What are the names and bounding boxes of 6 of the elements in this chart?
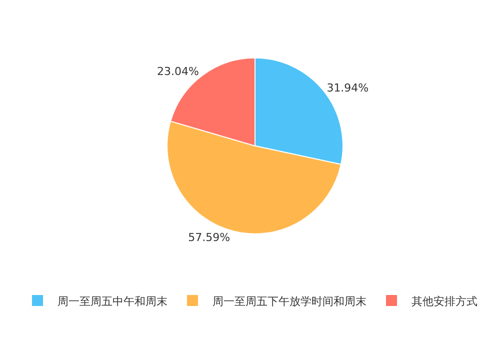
data-label: 31.94% xyxy=(326,82,369,95)
legend-label: 其他安排方式 xyxy=(412,294,478,308)
legend-label: 周一至周五中午和周末 xyxy=(58,294,168,308)
legend-label: 周一至周五下午放学时间和周末 xyxy=(212,294,366,308)
data-label: 57.59% xyxy=(188,230,230,244)
data-label: 23.04% xyxy=(157,64,200,78)
